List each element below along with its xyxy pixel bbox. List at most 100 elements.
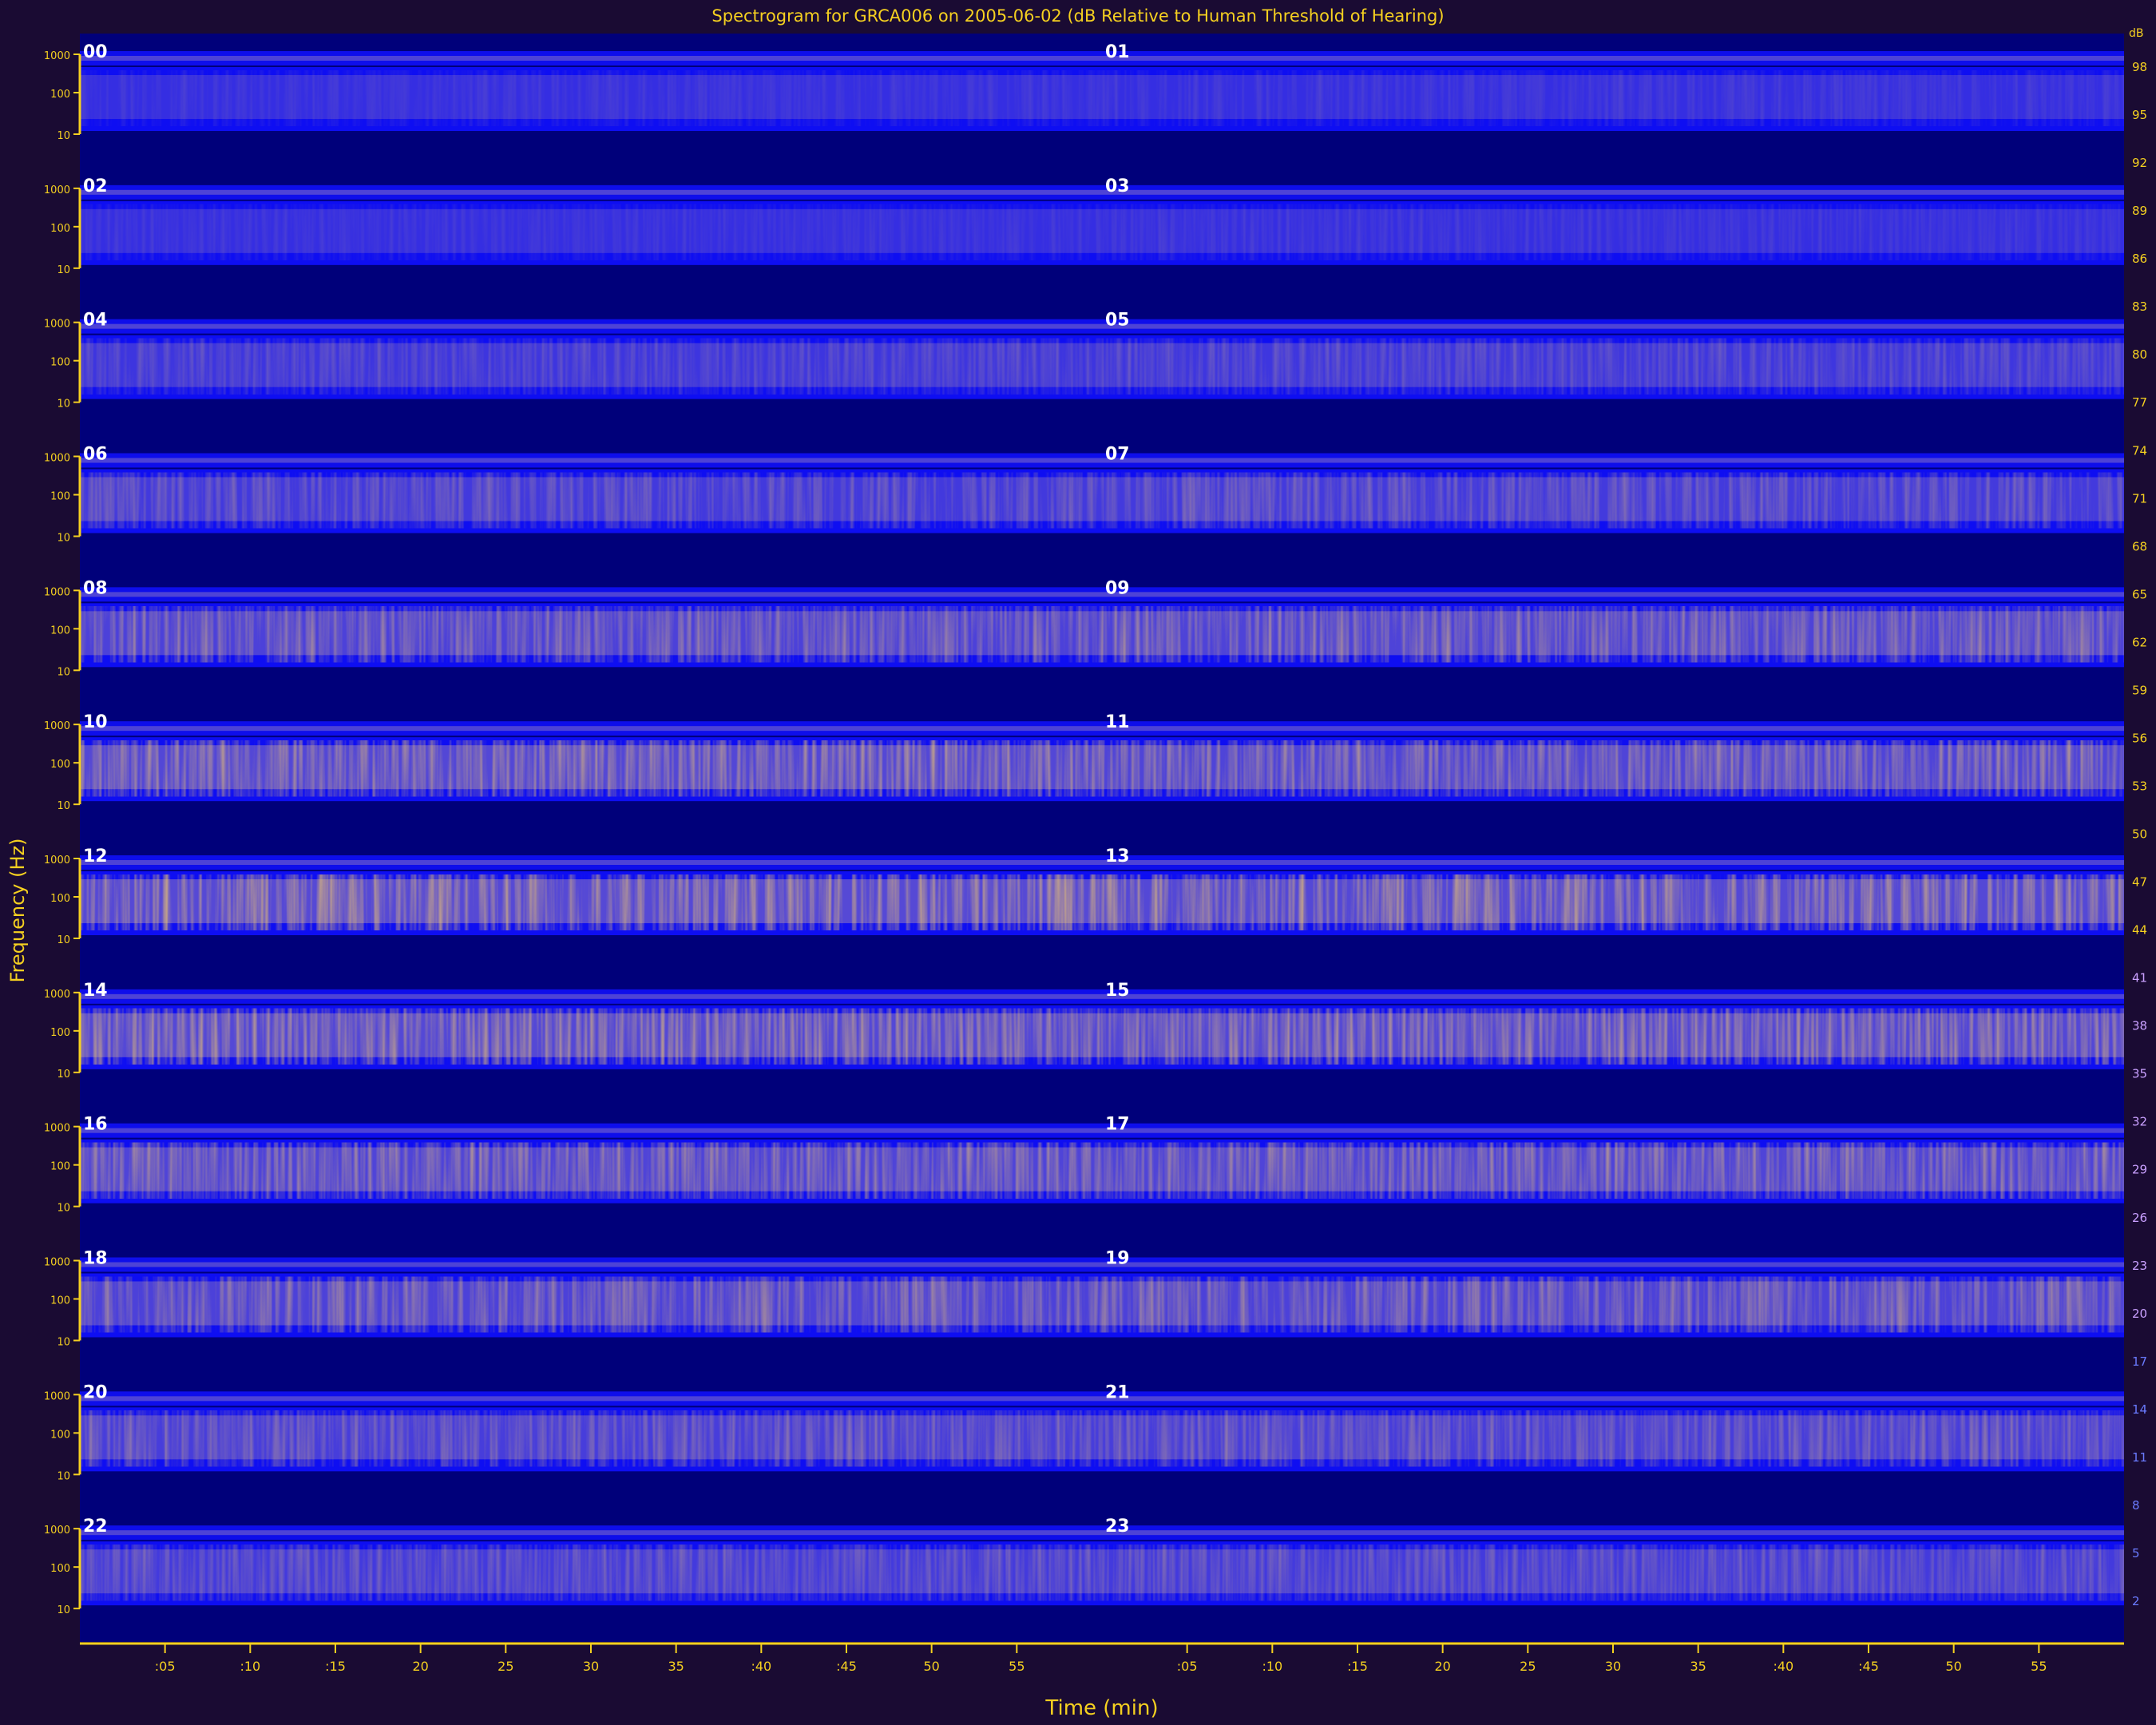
band-high-freq-core — [80, 592, 1102, 597]
freq-tick-label: 10 — [57, 130, 70, 142]
band-energy — [80, 1142, 1102, 1199]
hour-label: 13 — [1105, 847, 1130, 866]
hour-label: 15 — [1105, 981, 1130, 1001]
freq-tick-label: 1000 — [44, 453, 70, 465]
colorbar-tick-label: 35 — [2132, 1067, 2147, 1081]
hour-panel-03: 03 — [1102, 176, 2124, 265]
freq-tick-label: 100 — [50, 1429, 70, 1441]
colorbar-tick-label: 74 — [2132, 443, 2147, 458]
hour-panel-07: 07 — [1102, 445, 2124, 533]
time-tick-label: 55 — [1009, 1659, 1024, 1674]
colorbar-tick-label: 11 — [2132, 1450, 2147, 1465]
hour-label: 20 — [83, 1382, 108, 1402]
hour-label: 02 — [83, 176, 108, 196]
hour-label: 10 — [83, 712, 108, 732]
hour-label: 11 — [1105, 712, 1130, 732]
hour-label: 08 — [83, 578, 108, 598]
band-energy — [80, 740, 1102, 797]
freq-tick-label: 100 — [50, 1161, 70, 1173]
colorbar-unit-label: dB — [2129, 27, 2144, 40]
band-energy — [1102, 472, 2124, 529]
freq-tick-label: 10 — [57, 1604, 70, 1616]
colorbar-tick-label: 86 — [2132, 252, 2147, 266]
band-energy — [1102, 338, 2124, 395]
freq-tick-label: 100 — [50, 1563, 70, 1575]
time-tick-label: 35 — [668, 1659, 684, 1674]
colorbar-tick-label: 2 — [2132, 1594, 2140, 1608]
colorbar-tick-label: 92 — [2132, 156, 2147, 170]
colorbar-tick-label: 80 — [2132, 347, 2147, 362]
time-tick-label: 20 — [412, 1659, 428, 1674]
freq-tick-label: 1000 — [44, 720, 70, 732]
hour-panel-02: 02 — [80, 176, 1102, 265]
band-energy — [1102, 1142, 2124, 1199]
freq-tick-label: 1000 — [44, 1525, 70, 1537]
hour-label: 16 — [83, 1115, 108, 1135]
freq-axis-row-3: 1000 100 10 — [44, 453, 81, 545]
freq-axis-row-8: 1000 100 10 — [44, 1123, 81, 1215]
hour-panel-00: 00 — [80, 42, 1102, 131]
freq-tick-label: 100 — [50, 1027, 70, 1039]
band-energy — [80, 70, 1102, 126]
freq-tick-label: 10 — [57, 1203, 70, 1215]
band-energy — [80, 1276, 1102, 1333]
hour-panel-13: 13 — [1102, 847, 2124, 935]
freq-tick-label: 100 — [50, 223, 70, 235]
time-tick-label: :05 — [1177, 1659, 1198, 1674]
band-high-freq-core — [80, 1128, 1102, 1133]
hour-label: 21 — [1105, 1382, 1130, 1402]
freq-tick-label: 1000 — [44, 989, 70, 1001]
freq-tick-label: 10 — [57, 934, 70, 946]
hour-label: 07 — [1105, 445, 1130, 465]
colorbar-tick-label: 8 — [2132, 1498, 2140, 1513]
colorbar-tick-label: 68 — [2132, 539, 2147, 553]
time-tick-label: :05 — [155, 1659, 176, 1674]
freq-tick-label: 100 — [50, 89, 70, 101]
hour-panel-23: 23 — [1102, 1517, 2124, 1606]
freq-tick-label: 10 — [57, 399, 70, 410]
freq-axis-row-11: 1000 100 10 — [44, 1525, 81, 1616]
colorbar-tick-label: 83 — [2132, 299, 2147, 314]
freq-tick-label: 100 — [50, 491, 70, 503]
colorbar-tick-label: 23 — [2132, 1259, 2147, 1273]
band-high-freq-core — [1102, 1396, 2124, 1402]
time-tick-label: :10 — [1262, 1659, 1282, 1674]
band-energy — [1102, 1276, 2124, 1333]
band-energy — [80, 874, 1102, 930]
colorbar-tick-label: 14 — [2132, 1402, 2147, 1417]
time-tick-label: :45 — [1858, 1659, 1879, 1674]
hour-label: 12 — [83, 847, 108, 866]
band-high-freq-core — [80, 1396, 1102, 1402]
x-axis-label: Time (min) — [1045, 1696, 1159, 1720]
hour-panel-14: 14 — [80, 981, 1102, 1069]
hour-panel-01: 01 — [1102, 42, 2124, 131]
colorbar-tick-label: 26 — [2132, 1211, 2147, 1225]
freq-axis-row-4: 1000 100 10 — [44, 586, 81, 678]
time-tick-label: :40 — [751, 1659, 771, 1674]
band-high-freq-core — [80, 993, 1102, 999]
band-high-freq-core — [1102, 323, 2124, 329]
colorbar-tick-label: 62 — [2132, 635, 2147, 649]
hour-label: 09 — [1105, 578, 1130, 598]
hour-label: 00 — [83, 42, 108, 62]
freq-axis-row-7: 1000 100 10 — [44, 989, 81, 1081]
hour-panel-04: 04 — [80, 311, 1102, 399]
colorbar-tick-label: 50 — [2132, 827, 2147, 842]
time-tick-label: 35 — [1690, 1659, 1706, 1674]
hour-panel-16: 16 — [80, 1115, 1102, 1204]
band-high-freq-core — [1102, 1128, 2124, 1133]
band-energy — [80, 606, 1102, 663]
freq-axis-row-6: 1000 100 10 — [44, 855, 81, 946]
freq-tick-label: 1000 — [44, 1390, 70, 1402]
freq-tick-label: 10 — [57, 264, 70, 276]
band-high-freq-core — [1102, 860, 2124, 865]
hour-panel-10: 10 — [80, 712, 1102, 802]
time-tick-label: :15 — [1347, 1659, 1368, 1674]
band-energy — [80, 472, 1102, 529]
band-energy — [1102, 204, 2124, 260]
hour-label: 19 — [1105, 1249, 1130, 1269]
time-tick-label: :15 — [325, 1659, 346, 1674]
freq-axis-row-9: 1000 100 10 — [44, 1257, 81, 1349]
band-energy — [1102, 740, 2124, 797]
colorbar-tick-label: 65 — [2132, 587, 2147, 601]
